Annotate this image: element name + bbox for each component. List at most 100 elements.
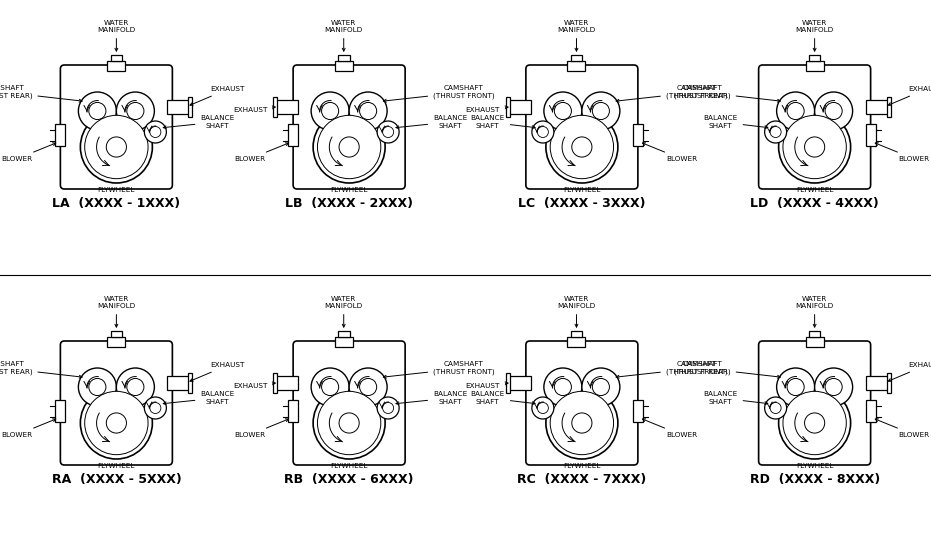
Circle shape — [321, 102, 339, 119]
Circle shape — [116, 368, 155, 406]
Circle shape — [127, 102, 144, 119]
Circle shape — [106, 137, 127, 157]
Bar — [273, 97, 277, 117]
Circle shape — [311, 368, 349, 406]
Bar — [506, 373, 510, 393]
Circle shape — [592, 102, 610, 119]
Text: BLOWER: BLOWER — [875, 143, 930, 162]
Circle shape — [815, 92, 853, 130]
Circle shape — [78, 368, 116, 406]
FancyBboxPatch shape — [759, 341, 870, 465]
Text: BLOWER: BLOWER — [1, 419, 56, 438]
Circle shape — [582, 368, 620, 406]
Circle shape — [359, 378, 377, 395]
Circle shape — [546, 111, 618, 183]
FancyBboxPatch shape — [526, 65, 638, 189]
Text: BALANCE
SHAFT: BALANCE SHAFT — [396, 392, 467, 405]
Text: WATER
MANIFOLD: WATER MANIFOLD — [558, 296, 596, 327]
Circle shape — [546, 387, 618, 459]
Circle shape — [85, 116, 148, 179]
Text: FLYWHEEL: FLYWHEEL — [563, 463, 600, 469]
Circle shape — [144, 121, 167, 143]
Circle shape — [554, 378, 572, 395]
Circle shape — [770, 126, 781, 138]
Bar — [633, 400, 643, 422]
Text: BALANCE
SHAFT: BALANCE SHAFT — [471, 116, 535, 129]
Text: CAMSHAFT
(THRUST FRONT): CAMSHAFT (THRUST FRONT) — [384, 361, 494, 378]
Text: BALANCE
SHAFT: BALANCE SHAFT — [704, 116, 768, 129]
Bar — [571, 331, 582, 337]
Bar — [277, 376, 298, 390]
Circle shape — [88, 102, 106, 119]
Bar — [805, 61, 824, 71]
Text: CAMSHAFT
(THRUST REAR): CAMSHAFT (THRUST REAR) — [674, 85, 780, 102]
Bar — [288, 400, 298, 422]
FancyBboxPatch shape — [61, 341, 172, 465]
FancyBboxPatch shape — [293, 65, 405, 189]
Circle shape — [311, 92, 349, 130]
Bar — [111, 55, 122, 61]
Text: BLOWER: BLOWER — [234, 419, 289, 438]
Circle shape — [554, 102, 572, 119]
Bar — [338, 55, 349, 61]
Circle shape — [778, 387, 851, 459]
Text: EXHAUST: EXHAUST — [888, 86, 931, 106]
Circle shape — [783, 391, 846, 455]
Bar — [288, 124, 298, 146]
Text: BLOWER: BLOWER — [642, 143, 697, 162]
Text: WATER
MANIFOLD: WATER MANIFOLD — [795, 20, 834, 51]
Circle shape — [537, 126, 548, 138]
Text: WATER
MANIFOLD: WATER MANIFOLD — [97, 296, 136, 327]
Text: FLYWHEEL: FLYWHEEL — [98, 463, 135, 469]
Circle shape — [550, 391, 614, 455]
Text: EXHAUST: EXHAUST — [466, 106, 508, 113]
FancyBboxPatch shape — [526, 341, 638, 465]
Text: BALANCE
SHAFT: BALANCE SHAFT — [396, 116, 467, 129]
Circle shape — [317, 391, 381, 455]
Circle shape — [377, 397, 399, 419]
Text: FLYWHEEL: FLYWHEEL — [331, 187, 368, 193]
Text: CAMSHAFT
(THRUST FRONT): CAMSHAFT (THRUST FRONT) — [616, 85, 727, 102]
Circle shape — [313, 111, 385, 183]
Circle shape — [317, 116, 381, 179]
Text: WATER
MANIFOLD: WATER MANIFOLD — [97, 20, 136, 51]
Circle shape — [537, 403, 548, 414]
Circle shape — [339, 137, 359, 157]
Bar — [188, 97, 193, 117]
Bar — [335, 61, 353, 71]
Bar — [335, 337, 353, 347]
Text: LC  (XXXX - 3XXX): LC (XXXX - 3XXX) — [519, 197, 645, 210]
Text: RC  (XXXX - 7XXX): RC (XXXX - 7XXX) — [518, 473, 646, 486]
Text: CAMSHAFT
(THRUST REAR): CAMSHAFT (THRUST REAR) — [0, 85, 82, 102]
Circle shape — [150, 403, 161, 414]
Bar — [568, 337, 586, 347]
Circle shape — [313, 387, 385, 459]
Circle shape — [825, 102, 843, 119]
Circle shape — [804, 137, 825, 157]
Bar — [886, 373, 891, 393]
Bar — [809, 55, 820, 61]
Text: BALANCE
SHAFT: BALANCE SHAFT — [163, 392, 235, 405]
Text: BALANCE
SHAFT: BALANCE SHAFT — [704, 392, 768, 405]
FancyBboxPatch shape — [61, 65, 172, 189]
Circle shape — [787, 378, 804, 395]
Text: WATER
MANIFOLD: WATER MANIFOLD — [558, 20, 596, 51]
Circle shape — [776, 368, 815, 406]
Circle shape — [778, 111, 851, 183]
Bar — [168, 376, 189, 390]
Text: WATER
MANIFOLD: WATER MANIFOLD — [795, 296, 834, 327]
Circle shape — [764, 397, 787, 419]
Text: FLYWHEEL: FLYWHEEL — [563, 187, 600, 193]
FancyBboxPatch shape — [293, 341, 405, 465]
Bar — [568, 61, 586, 71]
FancyBboxPatch shape — [759, 65, 870, 189]
Text: FLYWHEEL: FLYWHEEL — [331, 463, 368, 469]
Circle shape — [783, 116, 846, 179]
Text: EXHAUST: EXHAUST — [888, 362, 931, 381]
Circle shape — [825, 378, 843, 395]
Bar — [168, 100, 189, 114]
Bar — [886, 97, 891, 117]
Circle shape — [550, 116, 614, 179]
Text: RA  (XXXX - 5XXX): RA (XXXX - 5XXX) — [51, 473, 182, 486]
Circle shape — [592, 378, 610, 395]
